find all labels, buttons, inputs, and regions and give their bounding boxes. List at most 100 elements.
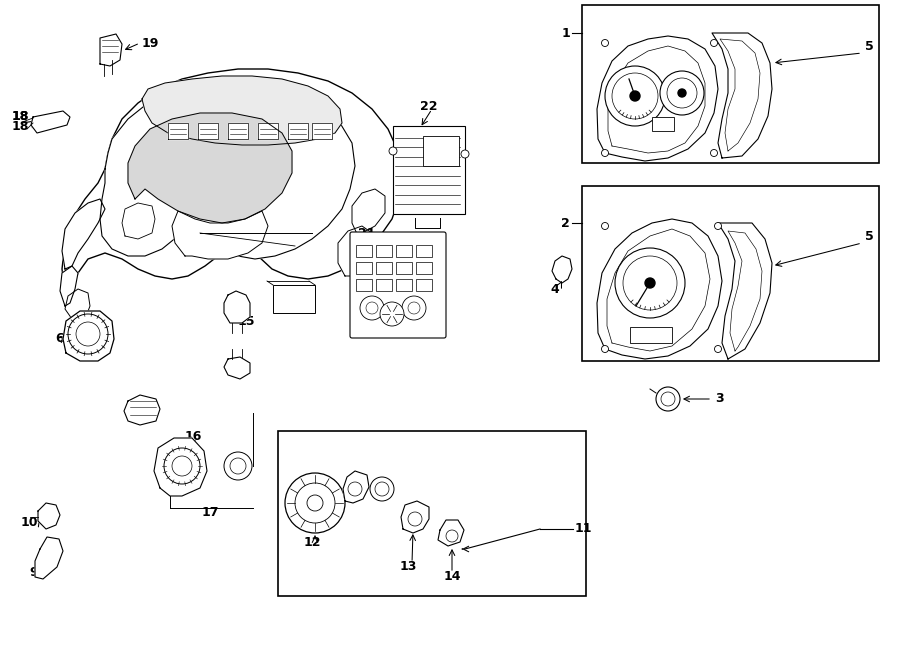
Polygon shape: [60, 266, 78, 306]
Polygon shape: [224, 291, 250, 323]
Bar: [582, 186, 879, 361]
Circle shape: [360, 296, 384, 320]
Polygon shape: [38, 503, 60, 529]
Circle shape: [461, 150, 469, 158]
Polygon shape: [31, 111, 70, 133]
Polygon shape: [128, 113, 292, 223]
Circle shape: [224, 452, 252, 480]
Text: 9: 9: [30, 566, 38, 580]
Text: 13: 13: [400, 559, 417, 572]
Circle shape: [68, 314, 108, 354]
Text: 20: 20: [282, 290, 300, 303]
Polygon shape: [142, 76, 342, 145]
Bar: [376, 262, 392, 274]
Text: 15: 15: [238, 315, 256, 327]
Circle shape: [601, 149, 608, 157]
Polygon shape: [312, 123, 332, 139]
Polygon shape: [288, 123, 308, 139]
Polygon shape: [718, 223, 772, 359]
Text: 5: 5: [865, 40, 874, 52]
Bar: [376, 245, 392, 257]
Bar: [396, 279, 412, 291]
Circle shape: [678, 89, 686, 97]
Circle shape: [285, 473, 345, 533]
Polygon shape: [352, 189, 385, 236]
Polygon shape: [712, 33, 772, 158]
Circle shape: [660, 71, 704, 115]
Bar: [396, 262, 412, 274]
Text: 19: 19: [142, 36, 159, 50]
FancyBboxPatch shape: [350, 232, 446, 338]
Polygon shape: [597, 36, 718, 161]
Circle shape: [710, 40, 717, 46]
Circle shape: [601, 40, 608, 46]
Text: 16: 16: [185, 430, 202, 442]
Circle shape: [601, 223, 608, 229]
Bar: [273, 285, 315, 313]
Polygon shape: [597, 219, 722, 359]
Polygon shape: [100, 83, 355, 259]
Polygon shape: [258, 123, 278, 139]
Polygon shape: [62, 199, 105, 269]
Text: 8: 8: [238, 360, 247, 373]
Text: 2: 2: [562, 217, 570, 229]
Circle shape: [656, 387, 680, 411]
Circle shape: [645, 278, 655, 288]
Text: 4: 4: [551, 282, 560, 295]
Text: 10: 10: [21, 516, 38, 529]
Circle shape: [601, 346, 608, 352]
Circle shape: [164, 448, 200, 484]
Bar: [393, 126, 465, 214]
Bar: [356, 262, 372, 274]
Polygon shape: [168, 123, 188, 139]
Polygon shape: [438, 520, 464, 546]
Bar: [416, 262, 432, 274]
Polygon shape: [338, 226, 372, 276]
Polygon shape: [124, 395, 160, 425]
Polygon shape: [224, 357, 250, 379]
Polygon shape: [198, 123, 218, 139]
Polygon shape: [343, 471, 369, 503]
Bar: [582, 5, 879, 163]
Circle shape: [605, 66, 665, 126]
Bar: [356, 245, 372, 257]
Text: 18: 18: [12, 110, 30, 122]
Text: 1: 1: [562, 26, 570, 40]
Circle shape: [715, 346, 722, 352]
Bar: [652, 117, 674, 131]
Text: 22: 22: [420, 100, 437, 112]
Polygon shape: [172, 211, 268, 259]
Polygon shape: [100, 34, 122, 66]
Circle shape: [630, 91, 640, 101]
Circle shape: [307, 495, 323, 511]
Text: 18: 18: [12, 120, 30, 132]
Polygon shape: [552, 256, 572, 283]
Polygon shape: [228, 123, 248, 139]
Text: 12: 12: [303, 537, 320, 549]
Circle shape: [370, 477, 394, 501]
Polygon shape: [154, 438, 207, 496]
Text: 5: 5: [865, 229, 874, 243]
Bar: [416, 245, 432, 257]
Circle shape: [710, 149, 717, 157]
Bar: [376, 279, 392, 291]
Text: 11: 11: [575, 522, 592, 535]
Text: 21: 21: [358, 227, 375, 239]
Polygon shape: [62, 69, 402, 311]
Text: 7: 7: [138, 412, 147, 426]
Text: 18: 18: [12, 110, 30, 122]
Circle shape: [380, 302, 404, 326]
Circle shape: [615, 248, 685, 318]
Bar: [356, 279, 372, 291]
Polygon shape: [65, 289, 90, 323]
Text: 14: 14: [443, 570, 461, 582]
Bar: [630, 327, 672, 343]
Circle shape: [715, 223, 722, 229]
Text: 6: 6: [55, 332, 64, 346]
Text: 17: 17: [202, 506, 219, 520]
Polygon shape: [122, 203, 155, 239]
Circle shape: [402, 296, 426, 320]
Bar: [416, 279, 432, 291]
Polygon shape: [35, 537, 63, 579]
Circle shape: [389, 147, 397, 155]
